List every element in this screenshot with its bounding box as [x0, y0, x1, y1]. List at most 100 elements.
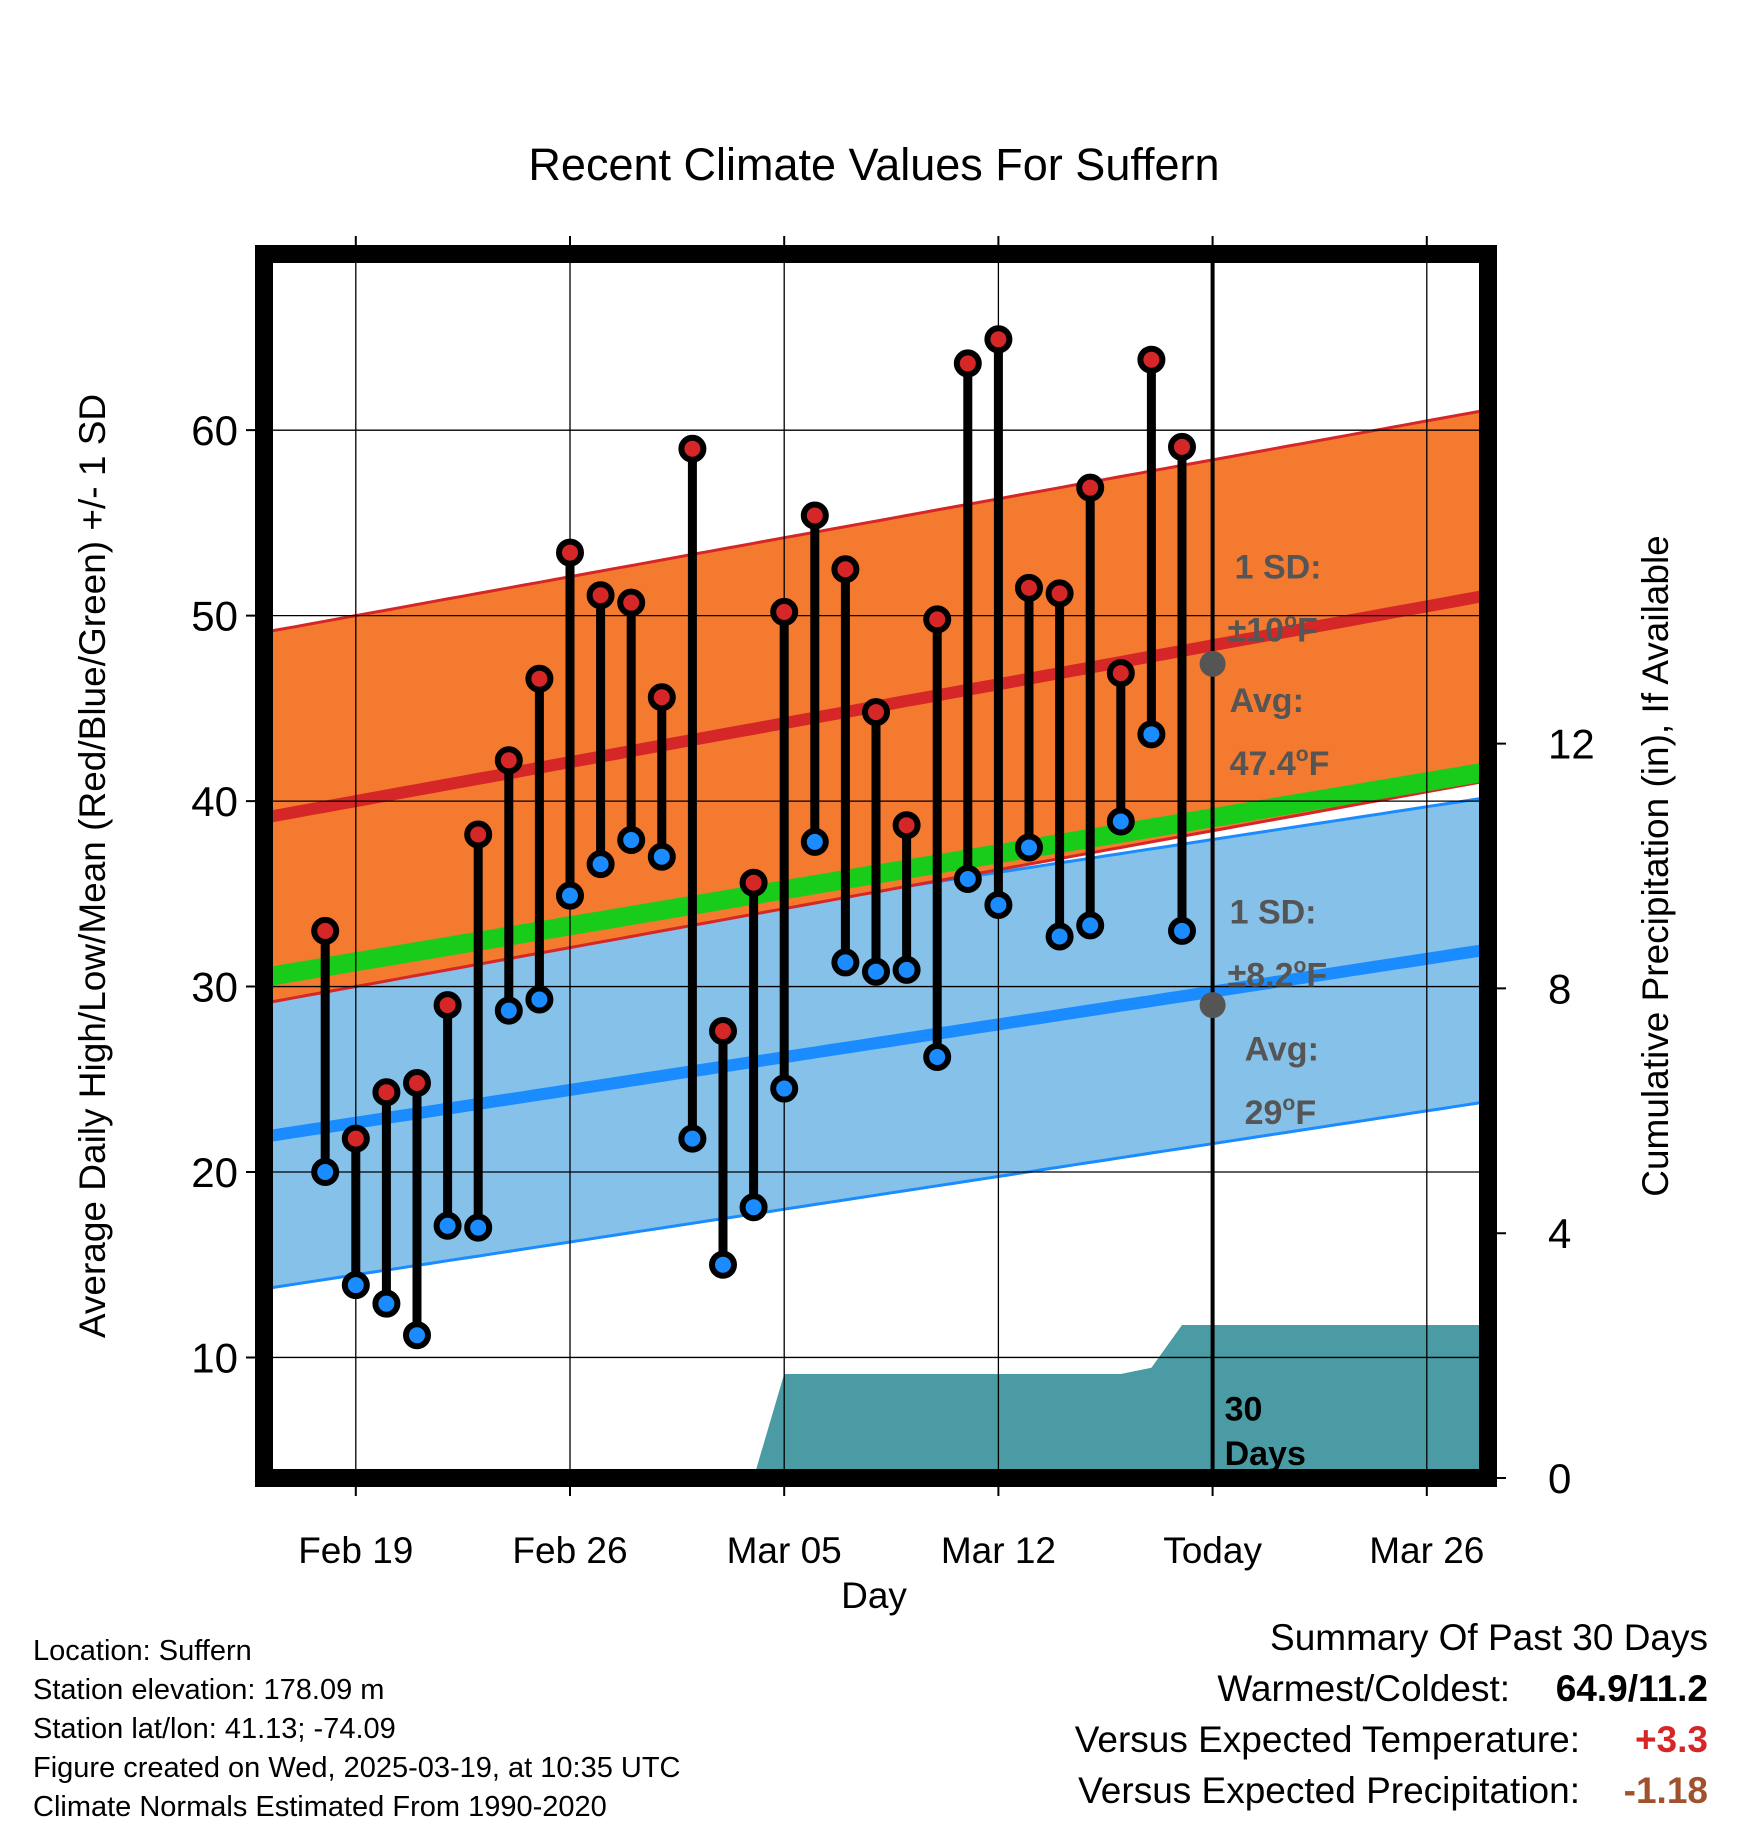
daily-high-point — [464, 820, 493, 849]
precip-label: Versus Expected Precipitation: — [1078, 1770, 1580, 1811]
daily-low-point — [1076, 911, 1105, 940]
daily-high-point — [525, 664, 554, 693]
daily-high-point — [831, 555, 860, 584]
daily-low-point — [892, 955, 921, 984]
low-avg-label: Avg: — [1245, 1031, 1319, 1069]
warmest-value: 64.9/11.2 — [1555, 1668, 1708, 1709]
daily-high-point — [1076, 473, 1105, 502]
daily-low-point — [923, 1043, 952, 1072]
daily-low-point — [1015, 833, 1043, 862]
y2-tick-label: 8 — [1548, 965, 1571, 1012]
daily-low-point — [341, 1271, 370, 1300]
summary-temp-row: Versus Expected Temperature: +3.3 — [1075, 1714, 1708, 1765]
daily-high-point — [494, 746, 523, 775]
y-axis-label: Average Daily High/Low/Mean (Red/Blue/Gr… — [72, 394, 113, 1338]
high-sd-label: 1 SD: — [1235, 549, 1322, 587]
daily-high-point — [892, 811, 921, 840]
daily-low-point — [403, 1321, 431, 1350]
y-tick-label: 60 — [191, 407, 238, 454]
daily-low-point — [647, 842, 676, 871]
y-tick-label: 20 — [191, 1149, 238, 1196]
daily-low-point — [494, 996, 523, 1025]
daily-high-point — [372, 1078, 401, 1107]
daily-high-point — [1015, 573, 1043, 602]
station-info: Location: Suffern Station elevation: 178… — [33, 1632, 681, 1827]
daily-low-point — [433, 1211, 462, 1240]
daily-low-point — [1106, 807, 1135, 836]
daily-high-point — [617, 588, 646, 617]
precip-value: -1.18 — [1623, 1770, 1708, 1811]
daily-high-point — [709, 1017, 737, 1046]
x-axis-label: Day — [841, 1575, 907, 1616]
summary-panel: Summary Of Past 30 Days Warmest/Coldest:… — [1075, 1612, 1708, 1816]
daily-high-point — [953, 349, 982, 378]
created-text: Figure created on Wed, 2025-03-19, at 10… — [33, 1752, 681, 1784]
daily-low-point — [372, 1289, 401, 1318]
daily-low-point — [800, 827, 829, 856]
daily-low-point — [1168, 916, 1196, 945]
low-sd-value: ±8.2oF — [1228, 955, 1328, 995]
daily-low-point — [1137, 720, 1166, 749]
daily-high-point — [1045, 579, 1074, 608]
daily-low-point — [678, 1124, 707, 1153]
daily-high-point — [1168, 432, 1196, 461]
y2-tick-label: 0 — [1548, 1455, 1571, 1502]
y-tick-label: 40 — [191, 778, 238, 825]
daily-low-point — [984, 890, 1013, 919]
normals-text: Climate Normals Estimated From 1990-2020 — [33, 1791, 607, 1823]
y-tick-label: 10 — [191, 1334, 238, 1381]
high-sd-value: ±10oF — [1228, 610, 1318, 650]
daily-high-point — [586, 581, 615, 610]
daily-low-point — [739, 1193, 768, 1222]
daily-high-point — [923, 605, 952, 634]
daily-low-point — [464, 1213, 493, 1242]
today-high-normal-marker — [1199, 650, 1226, 677]
daily-low-point — [311, 1158, 340, 1186]
y2-axis-label: Cumulative Precipitation (in), If Availa… — [1635, 535, 1676, 1197]
daily-high-point — [678, 434, 707, 463]
daily-high-point — [862, 698, 890, 727]
daily-low-point — [953, 864, 982, 893]
y-tick-label: 50 — [191, 593, 238, 640]
daily-low-point — [586, 850, 615, 879]
period-label-unit: Days — [1225, 1435, 1306, 1473]
daily-low-point — [1045, 922, 1074, 951]
low-normal-line — [264, 943, 1488, 1143]
temp-label: Versus Expected Temperature: — [1074, 1719, 1580, 1760]
summary-warmest-row: Warmest/Coldest: 64.9/11.2 — [1075, 1663, 1708, 1714]
daily-high-point — [800, 501, 829, 530]
x-tick-label: Today — [1163, 1530, 1262, 1571]
climate-chart: Recent Climate Values For Suffern 10 20 30… — [72, 139, 1676, 1616]
y2-tick-label: 4 — [1548, 1210, 1571, 1257]
today-low-normal-marker — [1199, 992, 1226, 1019]
daily-high-point — [311, 916, 340, 945]
daily-high-point — [770, 597, 799, 626]
x-tick-label: Feb 19 — [298, 1530, 413, 1571]
daily-high-point — [556, 538, 584, 567]
precip-area — [264, 1325, 1488, 1478]
daily-high-point — [1106, 659, 1135, 688]
daily-low-point — [617, 826, 646, 855]
daily-high-point — [341, 1124, 370, 1153]
daily-high-point — [1137, 345, 1166, 374]
period-label-number: 30 — [1225, 1391, 1263, 1429]
daily-high-point — [403, 1068, 431, 1097]
daily-high-point — [647, 683, 676, 712]
daily-low-point — [525, 985, 554, 1014]
daily-high-point — [433, 991, 462, 1020]
low-avg-value: 29oF — [1245, 1092, 1317, 1132]
temp-value: +3.3 — [1634, 1719, 1708, 1760]
daily-low-point — [862, 957, 890, 986]
y2-tick-label: 12 — [1548, 721, 1595, 768]
daily-high-point — [984, 325, 1013, 354]
daily-low-point — [556, 881, 584, 910]
chart-title: Recent Climate Values For Suffern — [528, 139, 1219, 190]
location-text: Location: Suffern — [33, 1635, 252, 1667]
elevation-text: Station elevation: 178.09 m — [33, 1674, 385, 1706]
summary-title: Summary Of Past 30 Days — [1270, 1617, 1708, 1658]
x-tick-label: Mar 26 — [1369, 1530, 1484, 1571]
high-avg-label: Avg: — [1230, 682, 1304, 720]
x-tick-label: Mar 05 — [727, 1530, 842, 1571]
x-tick-label: Mar 12 — [941, 1530, 1056, 1571]
high-avg-value: 47.4oF — [1230, 743, 1330, 783]
